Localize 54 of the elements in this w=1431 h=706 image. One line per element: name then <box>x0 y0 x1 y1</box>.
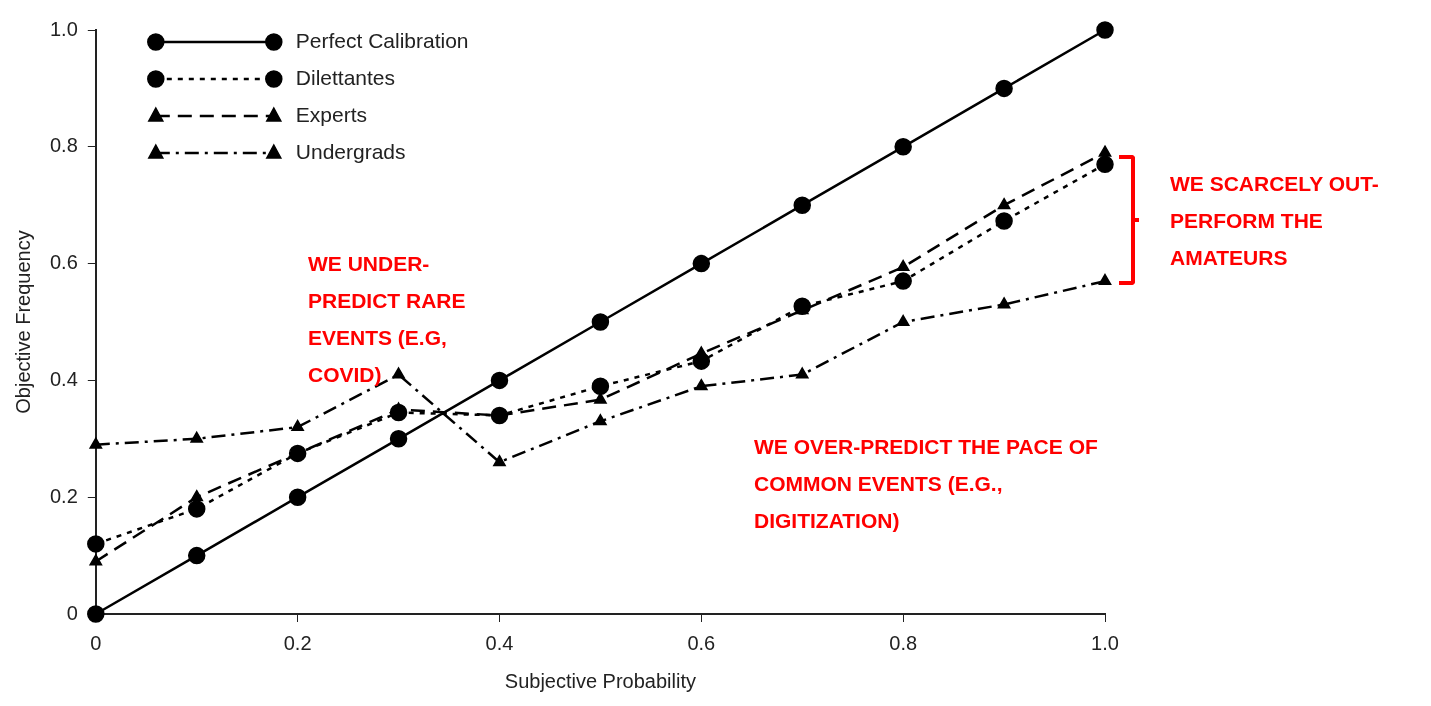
point <box>894 272 912 290</box>
y-tick-label: 1.0 <box>49 17 78 40</box>
point <box>692 254 711 273</box>
point <box>591 313 610 331</box>
point <box>795 367 809 379</box>
point <box>591 377 610 395</box>
y-axis-title: Objective Frequency <box>11 230 34 414</box>
point <box>997 297 1011 309</box>
point <box>187 546 206 565</box>
point <box>190 431 204 443</box>
point <box>995 212 1013 230</box>
point <box>1096 21 1114 39</box>
x-tick-label: 0.6 <box>687 631 716 654</box>
x-axis-title: Subjective Probability <box>504 669 697 692</box>
x-tick-label: 0.2 <box>283 631 312 654</box>
x-tick-label: 0.8 <box>889 631 918 654</box>
point <box>389 430 408 448</box>
annotation: WE OVER-PREDICT THE PACE OF COMMON EVENTS (E.G., DIGITIZATION) <box>754 434 1099 534</box>
point <box>894 138 912 156</box>
point <box>896 259 910 272</box>
x-tick-label: 0 <box>90 631 102 654</box>
legend-label: Perfect Calibration <box>295 28 469 52</box>
y-tick-label: 0.2 <box>49 484 78 507</box>
legend-label: Undergrads <box>295 139 406 163</box>
x-tick-label: 0.4 <box>485 631 514 654</box>
point <box>89 437 103 449</box>
point <box>392 367 405 379</box>
point <box>793 196 811 214</box>
x-tick-label: 1.0 <box>1091 631 1119 654</box>
point <box>1096 155 1114 174</box>
point <box>1098 145 1112 157</box>
point <box>493 454 506 467</box>
point <box>1098 273 1112 286</box>
y-tick-label: 0.4 <box>49 367 78 390</box>
text: WE SCARCELY OUT-PERFORM THE AMATEURS <box>1170 171 1380 271</box>
y-tick-label: 0.8 <box>49 134 78 157</box>
point <box>87 535 105 553</box>
legend-label: Dilettantes <box>295 65 396 89</box>
point <box>995 79 1013 98</box>
legend-label: Experts <box>295 102 368 126</box>
y-tick-label: 0 <box>66 601 78 624</box>
point <box>291 419 305 432</box>
point <box>89 554 103 566</box>
point <box>490 371 509 390</box>
point <box>190 489 204 502</box>
y-tick-label: 0.6 <box>49 251 78 274</box>
point <box>87 605 105 623</box>
point <box>997 197 1011 210</box>
point <box>288 488 307 506</box>
point <box>694 378 708 391</box>
point <box>896 314 910 326</box>
point <box>187 500 206 518</box>
point <box>594 414 607 426</box>
annotation: WE UNDER-PREDICT RARE EVENTS (E.G, COVID) <box>308 251 467 388</box>
